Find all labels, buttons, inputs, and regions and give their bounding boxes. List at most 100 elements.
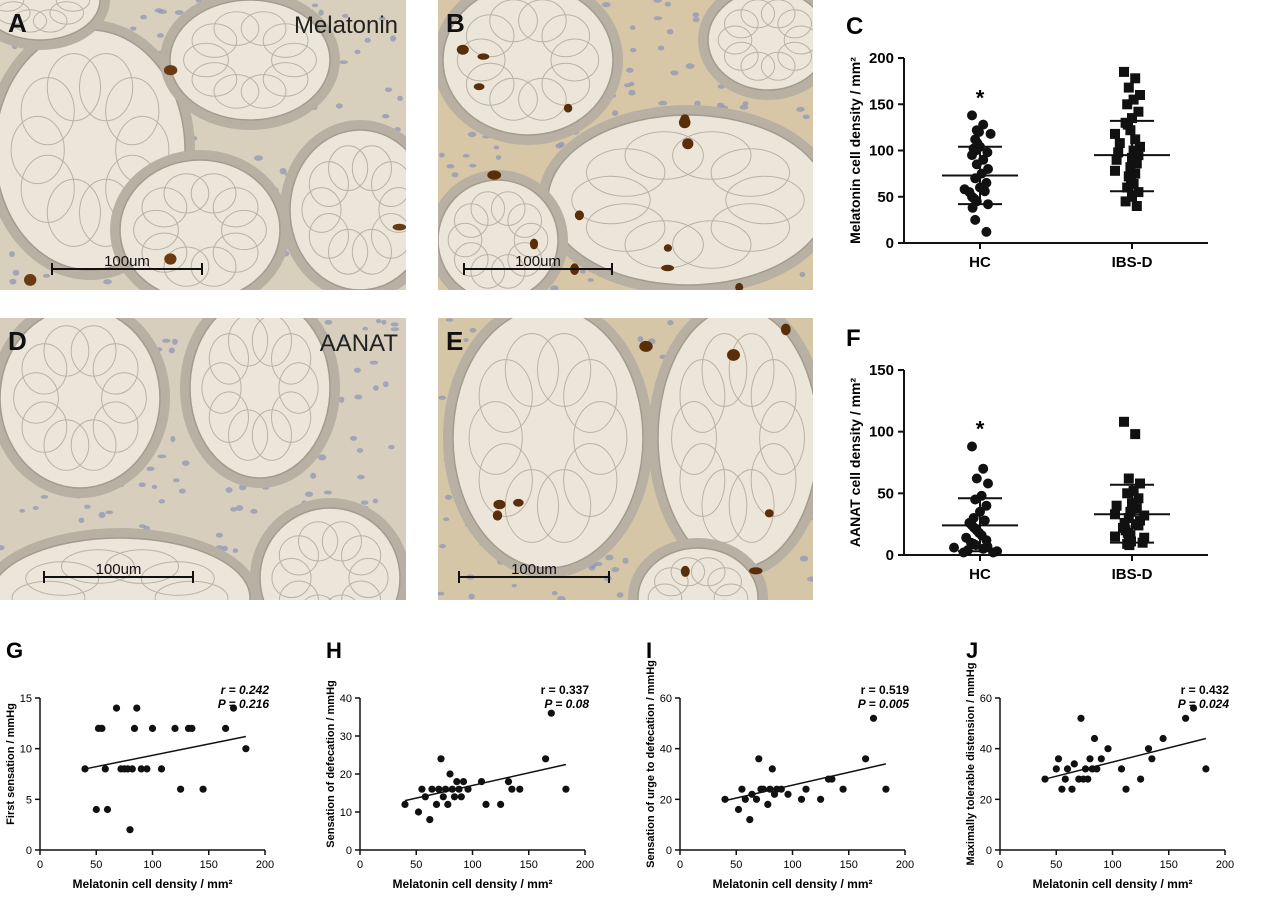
cell-nucleus bbox=[9, 278, 17, 285]
micrograph-melatonin-ibsd: BMelatonin100um bbox=[438, 0, 813, 290]
goblet-cell bbox=[760, 51, 796, 81]
data-point bbox=[508, 785, 516, 793]
cell-nucleus bbox=[685, 63, 695, 69]
cell-nucleus bbox=[511, 583, 517, 588]
data-point bbox=[1090, 734, 1099, 743]
goblet-cell bbox=[46, 178, 102, 247]
data-point bbox=[1202, 765, 1210, 773]
y-axis-label: Sensation of urge to defecation / mmHg bbox=[645, 660, 657, 868]
data-point bbox=[979, 515, 990, 526]
x-tick-label: 50 bbox=[410, 859, 422, 871]
cell-nucleus bbox=[446, 164, 455, 169]
goblet-cell bbox=[183, 42, 229, 78]
crypt bbox=[438, 179, 559, 290]
goblet-cell bbox=[20, 154, 75, 223]
y-tick-label: 60 bbox=[660, 693, 672, 705]
stained-cell bbox=[574, 210, 584, 221]
x-axis-label: Melatonin cell density / mm² bbox=[72, 877, 232, 891]
y-tick-label: 40 bbox=[340, 693, 352, 705]
significance-marker: * bbox=[976, 416, 985, 441]
cell-nucleus bbox=[254, 155, 263, 161]
panel-letter: I bbox=[646, 638, 652, 663]
goblet-cell bbox=[647, 583, 683, 600]
data-point bbox=[222, 724, 230, 732]
cell-nucleus bbox=[397, 95, 403, 102]
cell-nucleus bbox=[98, 511, 106, 518]
cell-nucleus bbox=[78, 517, 85, 523]
cell-nucleus bbox=[140, 14, 147, 20]
y-tick-label: 40 bbox=[660, 744, 672, 756]
cell-nucleus bbox=[338, 396, 345, 403]
panel-letter: B bbox=[446, 8, 465, 38]
stained-cell bbox=[513, 498, 524, 507]
goblet-cell bbox=[573, 401, 628, 475]
y-tick-label: 20 bbox=[660, 794, 672, 806]
data-point bbox=[188, 724, 196, 732]
cell-nucleus bbox=[154, 8, 163, 13]
data-point bbox=[101, 765, 109, 773]
data-point bbox=[1133, 493, 1144, 504]
x-tick-label: 0 bbox=[677, 859, 683, 871]
cell-nucleus bbox=[324, 319, 333, 325]
cell-nucleus bbox=[495, 155, 502, 160]
cell-nucleus bbox=[630, 47, 637, 53]
cell-nucleus bbox=[32, 506, 39, 510]
cell-nucleus bbox=[318, 454, 327, 461]
data-point bbox=[547, 709, 555, 717]
cell-nucleus bbox=[138, 524, 146, 528]
goblet-cell bbox=[271, 42, 317, 78]
cell-nucleus bbox=[146, 466, 155, 471]
goblet-cell bbox=[724, 41, 759, 71]
goblet-cell bbox=[351, 228, 392, 275]
goblet-cell bbox=[271, 333, 312, 385]
goblet-cell bbox=[262, 23, 309, 58]
goblet-cell bbox=[61, 549, 135, 584]
y-axis-label: First sensation / mmHg bbox=[5, 703, 17, 825]
data-point bbox=[459, 778, 468, 786]
cell-nucleus bbox=[799, 271, 806, 278]
goblet-cell bbox=[43, 325, 90, 377]
cell-nucleus bbox=[172, 338, 178, 345]
crypt bbox=[169, 0, 331, 121]
cell-nucleus bbox=[588, 565, 596, 571]
cell-nucleus bbox=[158, 499, 166, 504]
data-point bbox=[1182, 714, 1190, 722]
data-point bbox=[979, 186, 990, 197]
data-point bbox=[130, 724, 139, 732]
cell-nucleus bbox=[802, 114, 810, 120]
cell-nucleus bbox=[616, 592, 624, 598]
cell-nucleus bbox=[666, 29, 674, 35]
significance-marker: * bbox=[976, 85, 985, 110]
x-tick-label: 50 bbox=[1050, 859, 1062, 871]
cell-nucleus bbox=[311, 3, 319, 8]
scale-label: 100um bbox=[515, 253, 561, 270]
goblet-cell bbox=[163, 173, 210, 214]
y-tick-label: 20 bbox=[340, 769, 352, 781]
goblet-cell bbox=[478, 359, 533, 433]
cell-nucleus bbox=[664, 1, 672, 7]
goblet-cell bbox=[783, 25, 813, 55]
cell-nucleus bbox=[550, 285, 559, 290]
cell-nucleus bbox=[372, 498, 378, 504]
data-point bbox=[133, 704, 141, 712]
data-point bbox=[1137, 775, 1145, 783]
goblet-cell bbox=[670, 557, 706, 587]
goblet-cell bbox=[21, 401, 68, 453]
regression-line bbox=[84, 735, 247, 770]
goblet-cell bbox=[20, 77, 75, 146]
cell-nucleus bbox=[384, 87, 393, 93]
cell-nucleus bbox=[354, 367, 361, 373]
crypt bbox=[0, 537, 251, 600]
data-point bbox=[444, 800, 452, 808]
x-tick-label: 0 bbox=[37, 859, 43, 871]
correlation-r: r = 0.432 bbox=[1181, 683, 1230, 697]
data-point bbox=[1122, 182, 1133, 193]
cell-nucleus bbox=[390, 327, 400, 332]
micrograph-aanat-ibsd: EAANAT100um bbox=[438, 318, 813, 600]
crypt bbox=[0, 318, 161, 489]
goblet-cell bbox=[328, 594, 356, 600]
y-tick-label: 40 bbox=[980, 744, 992, 756]
cell-nucleus bbox=[439, 544, 446, 549]
goblet-cell bbox=[672, 131, 752, 180]
x-tick-label: 150 bbox=[520, 859, 538, 871]
